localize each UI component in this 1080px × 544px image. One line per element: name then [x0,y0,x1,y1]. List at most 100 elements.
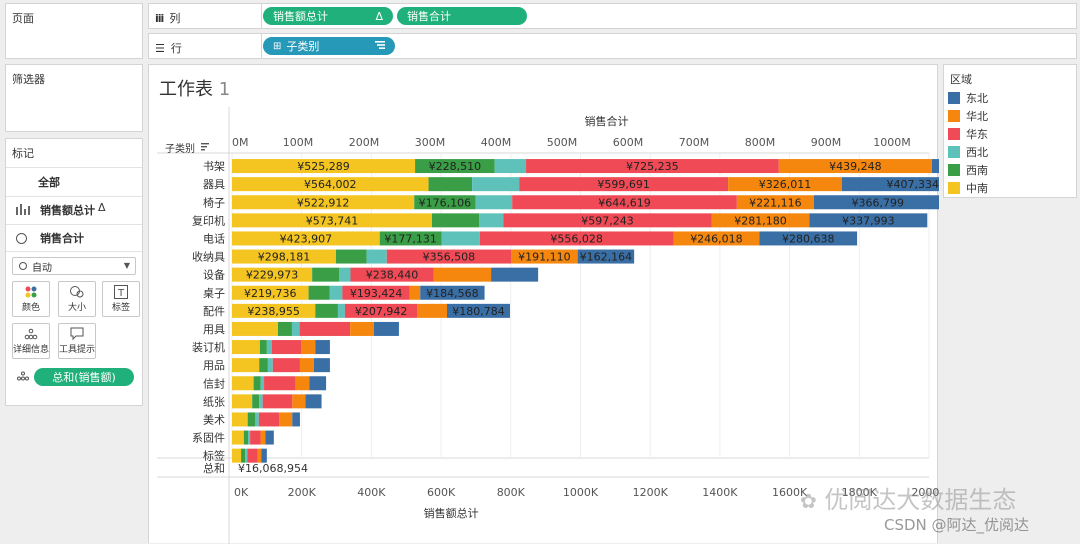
bar-segment[interactable] [259,358,268,373]
bar-segment[interactable] [329,285,343,300]
column-pill-total-sales[interactable]: 销售额总计 Δ [263,7,393,25]
bar-segment[interactable] [441,231,480,246]
measure-pill[interactable]: 总和(销售额) [34,368,134,386]
bar-segment[interactable] [272,358,300,373]
legend-item[interactable]: 中南 [948,181,988,195]
column-pill-sales-sum[interactable]: 销售合计 [397,7,527,25]
bar-segment[interactable] [494,159,527,174]
bar-segment[interactable] [264,376,296,391]
bar-segment[interactable] [232,267,313,282]
bar-segment[interactable] [248,430,251,445]
tooltip-card[interactable]: 工具提示 [58,323,96,359]
bar-segment[interactable] [266,340,272,355]
bar-segment[interactable] [337,303,345,318]
bar-segment[interactable] [232,321,279,336]
bar-segment[interactable] [759,231,858,246]
bar-segment[interactable] [259,394,263,409]
color-card[interactable]: 颜色 [12,281,50,317]
bar-segment[interactable] [431,213,479,228]
label-card[interactable]: T 标签 [102,281,140,317]
bar-segment[interactable] [232,340,260,355]
detail-card[interactable]: 详细信息 [12,323,50,359]
bar-segment[interactable] [245,448,248,463]
bar-segment[interactable] [232,394,253,409]
bar-segment[interactable] [409,285,421,300]
bar-segment[interactable] [379,231,442,246]
mark-type-dropdown[interactable]: 自动 ▼ [12,257,136,275]
bar-segment[interactable] [344,303,418,318]
bar-segment[interactable] [478,213,504,228]
bar-segment[interactable] [267,358,273,373]
bar-segment[interactable] [312,267,340,282]
bar-segment[interactable] [232,285,309,300]
bar-segment[interactable] [315,340,330,355]
bar-segment[interactable] [250,430,261,445]
bar-segment[interactable] [299,358,314,373]
legend-item[interactable]: 西南 [948,163,988,177]
bar-segment[interactable] [309,376,327,391]
bar-segment[interactable] [262,394,293,409]
bar-segment[interactable] [278,321,292,336]
bar-segment[interactable] [417,303,447,318]
bar-segment[interactable] [232,303,316,318]
bar-segment[interactable] [841,177,939,192]
bar-segment[interactable] [261,448,267,463]
bar-segment[interactable] [350,321,374,336]
marks-sales-sum-tab[interactable]: 销售合计 [6,225,142,251]
bar-segment[interactable] [778,159,932,174]
bar-segment[interactable] [339,267,351,282]
bar-segment[interactable] [299,321,351,336]
bar-segment[interactable] [491,267,539,282]
bar-segment[interactable] [232,448,242,463]
bar-segment[interactable] [247,412,256,427]
marks-all-tab[interactable]: 全部 [6,169,142,195]
bar-segment[interactable] [232,231,380,246]
bar-segment[interactable] [301,340,316,355]
bar-segment[interactable] [247,448,258,463]
bar-segment[interactable] [433,267,492,282]
bar-segment[interactable] [259,340,267,355]
bar-segment[interactable] [386,249,512,264]
bar-segment[interactable] [313,358,330,373]
size-card[interactable]: 大小 [58,281,96,317]
legend-item[interactable]: 华东 [948,127,988,141]
bar-segment[interactable] [813,195,939,210]
bar-segment[interactable] [519,177,729,192]
bar-segment[interactable] [232,249,336,264]
bar-segment[interactable] [428,177,473,192]
bar-segment[interactable] [232,177,429,192]
bar-segment[interactable] [373,321,399,336]
bar-segment[interactable] [420,285,485,300]
bar-segment[interactable] [479,231,674,246]
bar-segment[interactable] [728,177,842,192]
bar-segment[interactable] [292,394,306,409]
bar-segment[interactable] [711,213,810,228]
bar-segment[interactable] [291,321,300,336]
bar-segment[interactable] [257,448,262,463]
bar-segment[interactable] [260,376,265,391]
bar-segment[interactable] [736,195,814,210]
bar-segment[interactable] [414,195,476,210]
row-pill-subcategory[interactable]: ⊞ 子类别 [263,37,395,55]
bar-segment[interactable] [260,430,266,445]
bar-segment[interactable] [271,340,302,355]
bar-segment[interactable] [475,195,513,210]
bar-segment[interactable] [511,249,578,264]
bar-segment[interactable] [232,412,248,427]
legend-item[interactable]: 华北 [948,109,988,123]
bar-segment[interactable] [512,195,737,210]
filters-panel[interactable]: 筛选器 [5,64,143,132]
bar-segment[interactable] [472,177,520,192]
bar-segment[interactable] [415,159,495,174]
bar-segment[interactable] [232,430,244,445]
bar-segment[interactable] [526,159,779,174]
bar-segment[interactable] [315,303,338,318]
bar-segment[interactable] [255,412,259,427]
bar-segment[interactable] [577,249,635,264]
bar-segment[interactable] [446,303,510,318]
bar-segment[interactable] [279,412,293,427]
marks-total-sales-tab[interactable]: 销售额总计 Δ [6,197,142,223]
bar-segment[interactable] [305,394,322,409]
bar-segment[interactable] [258,412,280,427]
bar-segment[interactable] [232,358,260,373]
